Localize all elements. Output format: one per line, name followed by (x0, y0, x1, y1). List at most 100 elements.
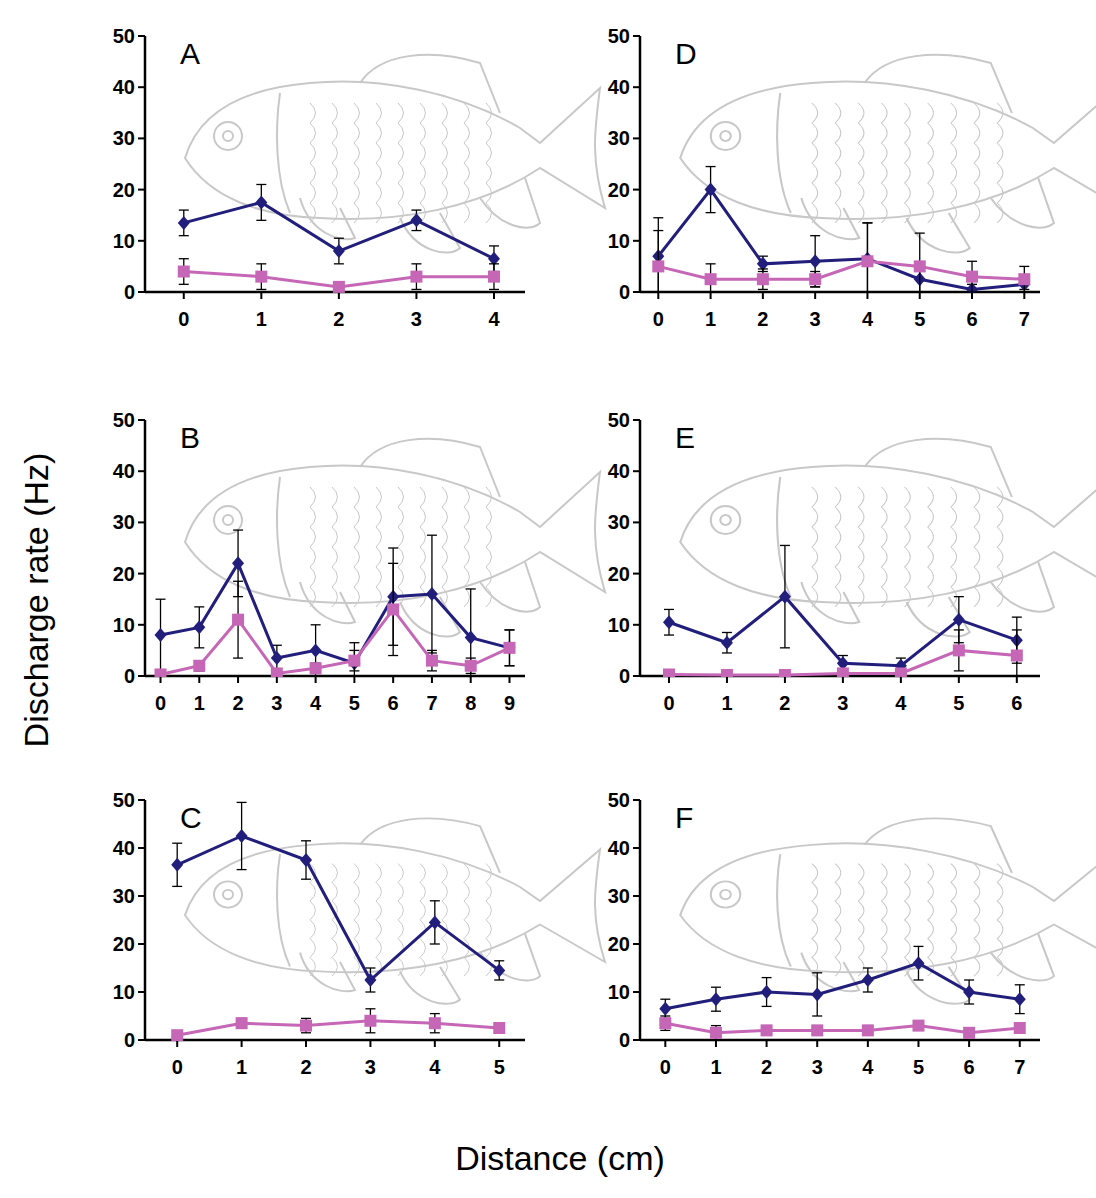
y-tick-label: 10 (113, 981, 135, 1003)
error-bar (711, 987, 721, 1011)
fish-scale (442, 882, 448, 901)
error-cap (179, 258, 189, 259)
error-cap (172, 886, 182, 887)
error-cap (711, 1011, 721, 1012)
fish-gill (777, 854, 791, 967)
fish-scale (486, 183, 492, 203)
x-tick (1019, 1040, 1021, 1047)
fish-scale (812, 183, 818, 203)
error-cap (504, 629, 514, 630)
fish-scale (974, 103, 980, 123)
marker (410, 213, 422, 227)
error-cap (504, 665, 514, 666)
y-tick (138, 137, 145, 139)
fish-scale (974, 183, 980, 203)
y-tick (138, 291, 145, 293)
error-bar (349, 650, 359, 670)
fish-scale (881, 527, 887, 547)
error-cap (722, 652, 732, 653)
fish-scale (464, 507, 470, 527)
fish-scale (464, 547, 470, 567)
fish-dorsal-fin (864, 439, 1011, 497)
x-tick (305, 1040, 307, 1047)
fish-scale (904, 882, 910, 901)
error-bar (430, 901, 440, 944)
fish-eye (711, 122, 740, 150)
fish-anal-fin (991, 178, 1054, 228)
fish-scale (881, 507, 887, 527)
fish-scale (904, 143, 910, 163)
plot-area (178, 184, 500, 292)
fish-scale (835, 123, 841, 143)
error-cap (1019, 266, 1029, 267)
marker (255, 195, 267, 209)
fish-scale (486, 939, 492, 958)
fish-scale (442, 103, 448, 123)
fish-scale (835, 882, 841, 901)
fish-scale (486, 567, 492, 587)
y-tick (633, 799, 640, 801)
error-cap (660, 999, 670, 1000)
fish-scale (881, 939, 887, 958)
x-tick (369, 1040, 371, 1047)
marker (426, 655, 438, 667)
fish-scale (332, 882, 338, 901)
error-cap (411, 263, 421, 264)
series-line (669, 597, 1017, 666)
y-tick-label: 40 (113, 460, 135, 482)
error-cap (862, 222, 872, 223)
fish-scale (974, 487, 980, 507)
fish-scale (332, 143, 338, 163)
fish-scale (881, 487, 887, 507)
fish-scale (835, 957, 841, 976)
x-tick (392, 676, 394, 683)
x-tick-label: 1 (721, 692, 732, 714)
marker (236, 829, 248, 843)
series (663, 630, 1023, 677)
y-tick-label: 50 (113, 25, 135, 47)
error-cap (466, 673, 476, 674)
y-tick-label: 30 (113, 885, 135, 907)
y-tick-label: 30 (113, 511, 135, 533)
x-tick (971, 292, 973, 299)
error-bar (301, 841, 311, 879)
marker (232, 556, 244, 570)
marker (779, 669, 791, 677)
y-tick (633, 573, 640, 575)
fish-scale (486, 143, 492, 163)
fish-scale (881, 203, 887, 223)
x-tick-label: 4 (862, 1056, 874, 1078)
error-cap (964, 1003, 974, 1004)
fish-scale (332, 567, 338, 587)
fish-scale (420, 901, 426, 920)
fish-scale (464, 957, 470, 976)
fish-scale (464, 183, 470, 203)
fish-scale (951, 939, 957, 958)
y-tick-label: 30 (608, 885, 630, 907)
fish-scale (310, 507, 316, 527)
fish-outline (185, 818, 605, 1003)
error-bar (1012, 630, 1022, 677)
x-tick (710, 292, 712, 299)
fish-scale (486, 487, 492, 507)
fish-scale (398, 920, 404, 939)
fish-scale (835, 920, 841, 939)
error-cap (1015, 1013, 1025, 1014)
x-tick (917, 1040, 919, 1047)
error-cap (1012, 616, 1022, 617)
x-tick (664, 1040, 666, 1047)
fish-pelvic-fin (400, 213, 460, 253)
error-cap (706, 212, 716, 213)
fish-outline (680, 439, 1096, 637)
y-tick (138, 799, 145, 801)
fish-scale (398, 143, 404, 163)
fish-scale (835, 103, 841, 123)
y-tick-label: 0 (619, 665, 630, 687)
error-bar (489, 264, 499, 290)
fish-scale (332, 103, 338, 123)
fish-anal-fin (480, 562, 540, 612)
fish-scale (812, 487, 818, 507)
fish-scale (486, 103, 492, 123)
error-cap (711, 1039, 721, 1040)
marker (465, 660, 477, 672)
